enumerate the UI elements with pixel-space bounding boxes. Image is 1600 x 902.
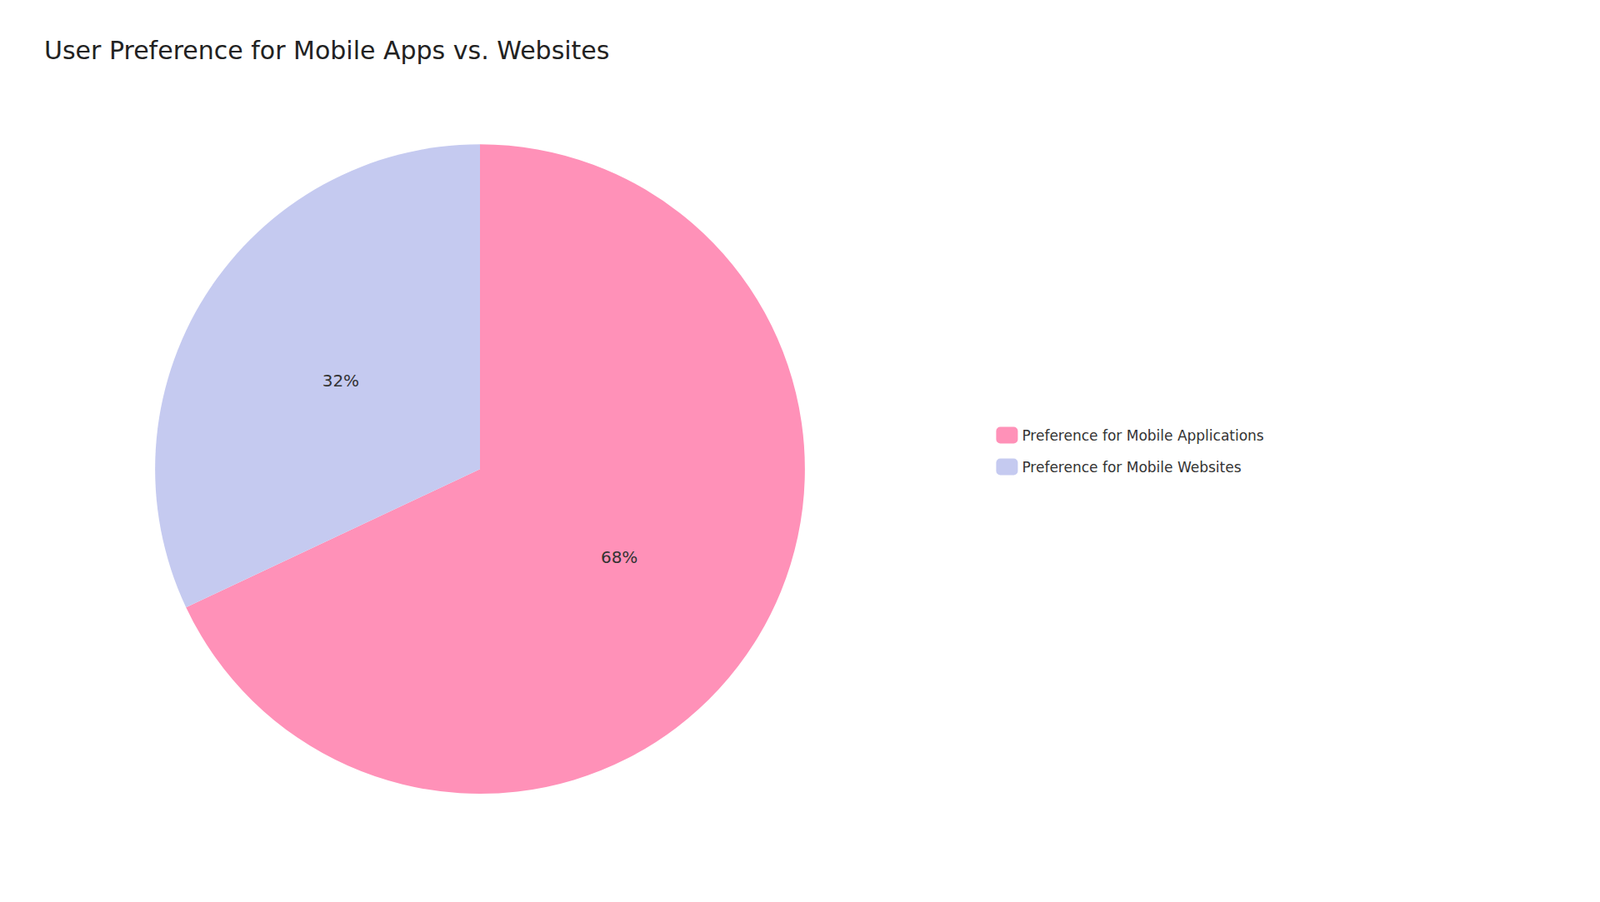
svg-text:32%: 32% [322, 370, 360, 391]
svg-text:68%: 68% [600, 547, 638, 568]
svg-text:Preference for Mobile Applicat: Preference for Mobile Applications [1021, 427, 1264, 445]
svg-text:User Preference for Mobile App: User Preference for Mobile Apps vs. Webs… [44, 35, 610, 65]
svg-text:Preference for Mobile Websites: Preference for Mobile Websites [1021, 459, 1241, 476]
